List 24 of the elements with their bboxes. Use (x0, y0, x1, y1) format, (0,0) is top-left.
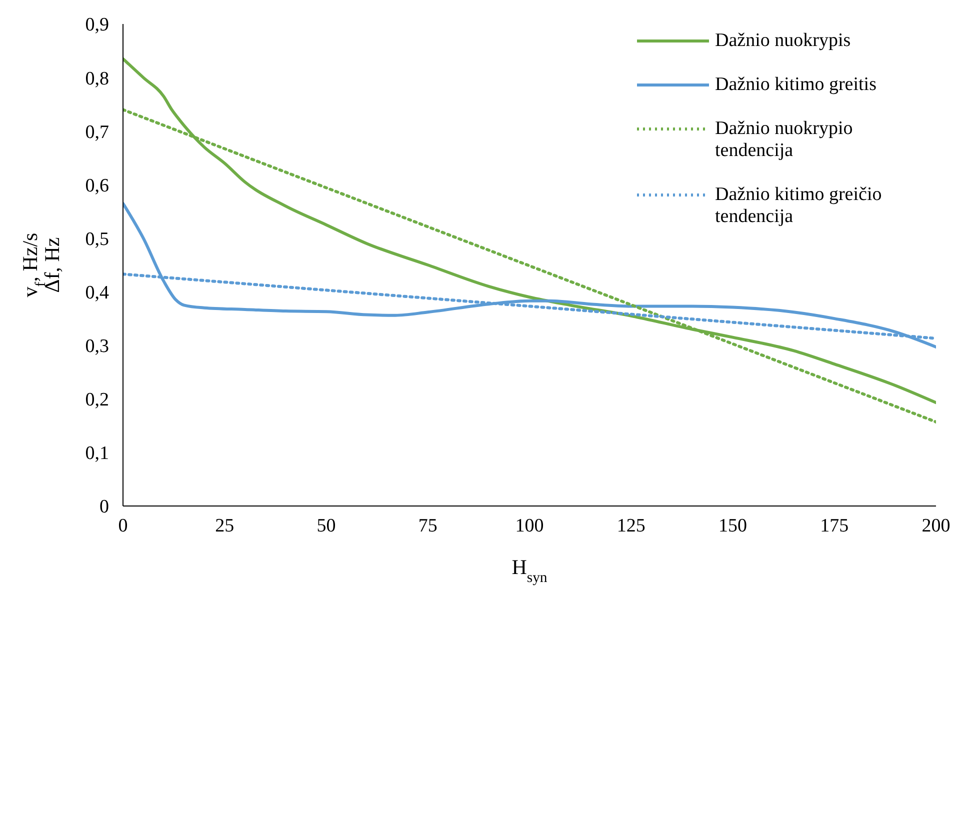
x-tick-label: 125 (616, 515, 646, 536)
y-tick-label: 0 (100, 496, 109, 518)
legend-label: Dažnio nuokrypio tendencija (715, 118, 854, 162)
y-tick-label: 0,8 (85, 68, 109, 90)
y-tick-label: 0,9 (85, 14, 109, 36)
x-tick-label: 25 (215, 515, 234, 536)
y-tick-label: 0,6 (85, 175, 109, 196)
x-tick-label: 75 (418, 515, 438, 536)
y-tick-label: 0,7 (85, 122, 109, 143)
x-tick-label: 100 (515, 515, 544, 536)
legend-label: Dažnio kitimo greičio tendencija (715, 184, 883, 228)
x-tick-label: 175 (820, 515, 849, 536)
x-tick-label: 150 (718, 515, 747, 536)
y-tick-label: 0,1 (85, 443, 109, 464)
x-tick-label: 50 (316, 515, 336, 536)
legend-label: Dažnio kitimo greitis (715, 74, 876, 96)
y-tick-label: 0,3 (85, 336, 109, 358)
y-tick-label: 0,4 (85, 282, 110, 304)
x-axis-title: H$_{syn}$ (512, 555, 548, 586)
y-tick-label: 0,2 (85, 390, 109, 411)
y-tick-label: 0,5 (85, 228, 109, 250)
legend-label: Dažnio nuokrypis (715, 30, 851, 52)
x-tick-label: 200 (922, 515, 950, 536)
x-tick-label: 0 (118, 515, 128, 536)
